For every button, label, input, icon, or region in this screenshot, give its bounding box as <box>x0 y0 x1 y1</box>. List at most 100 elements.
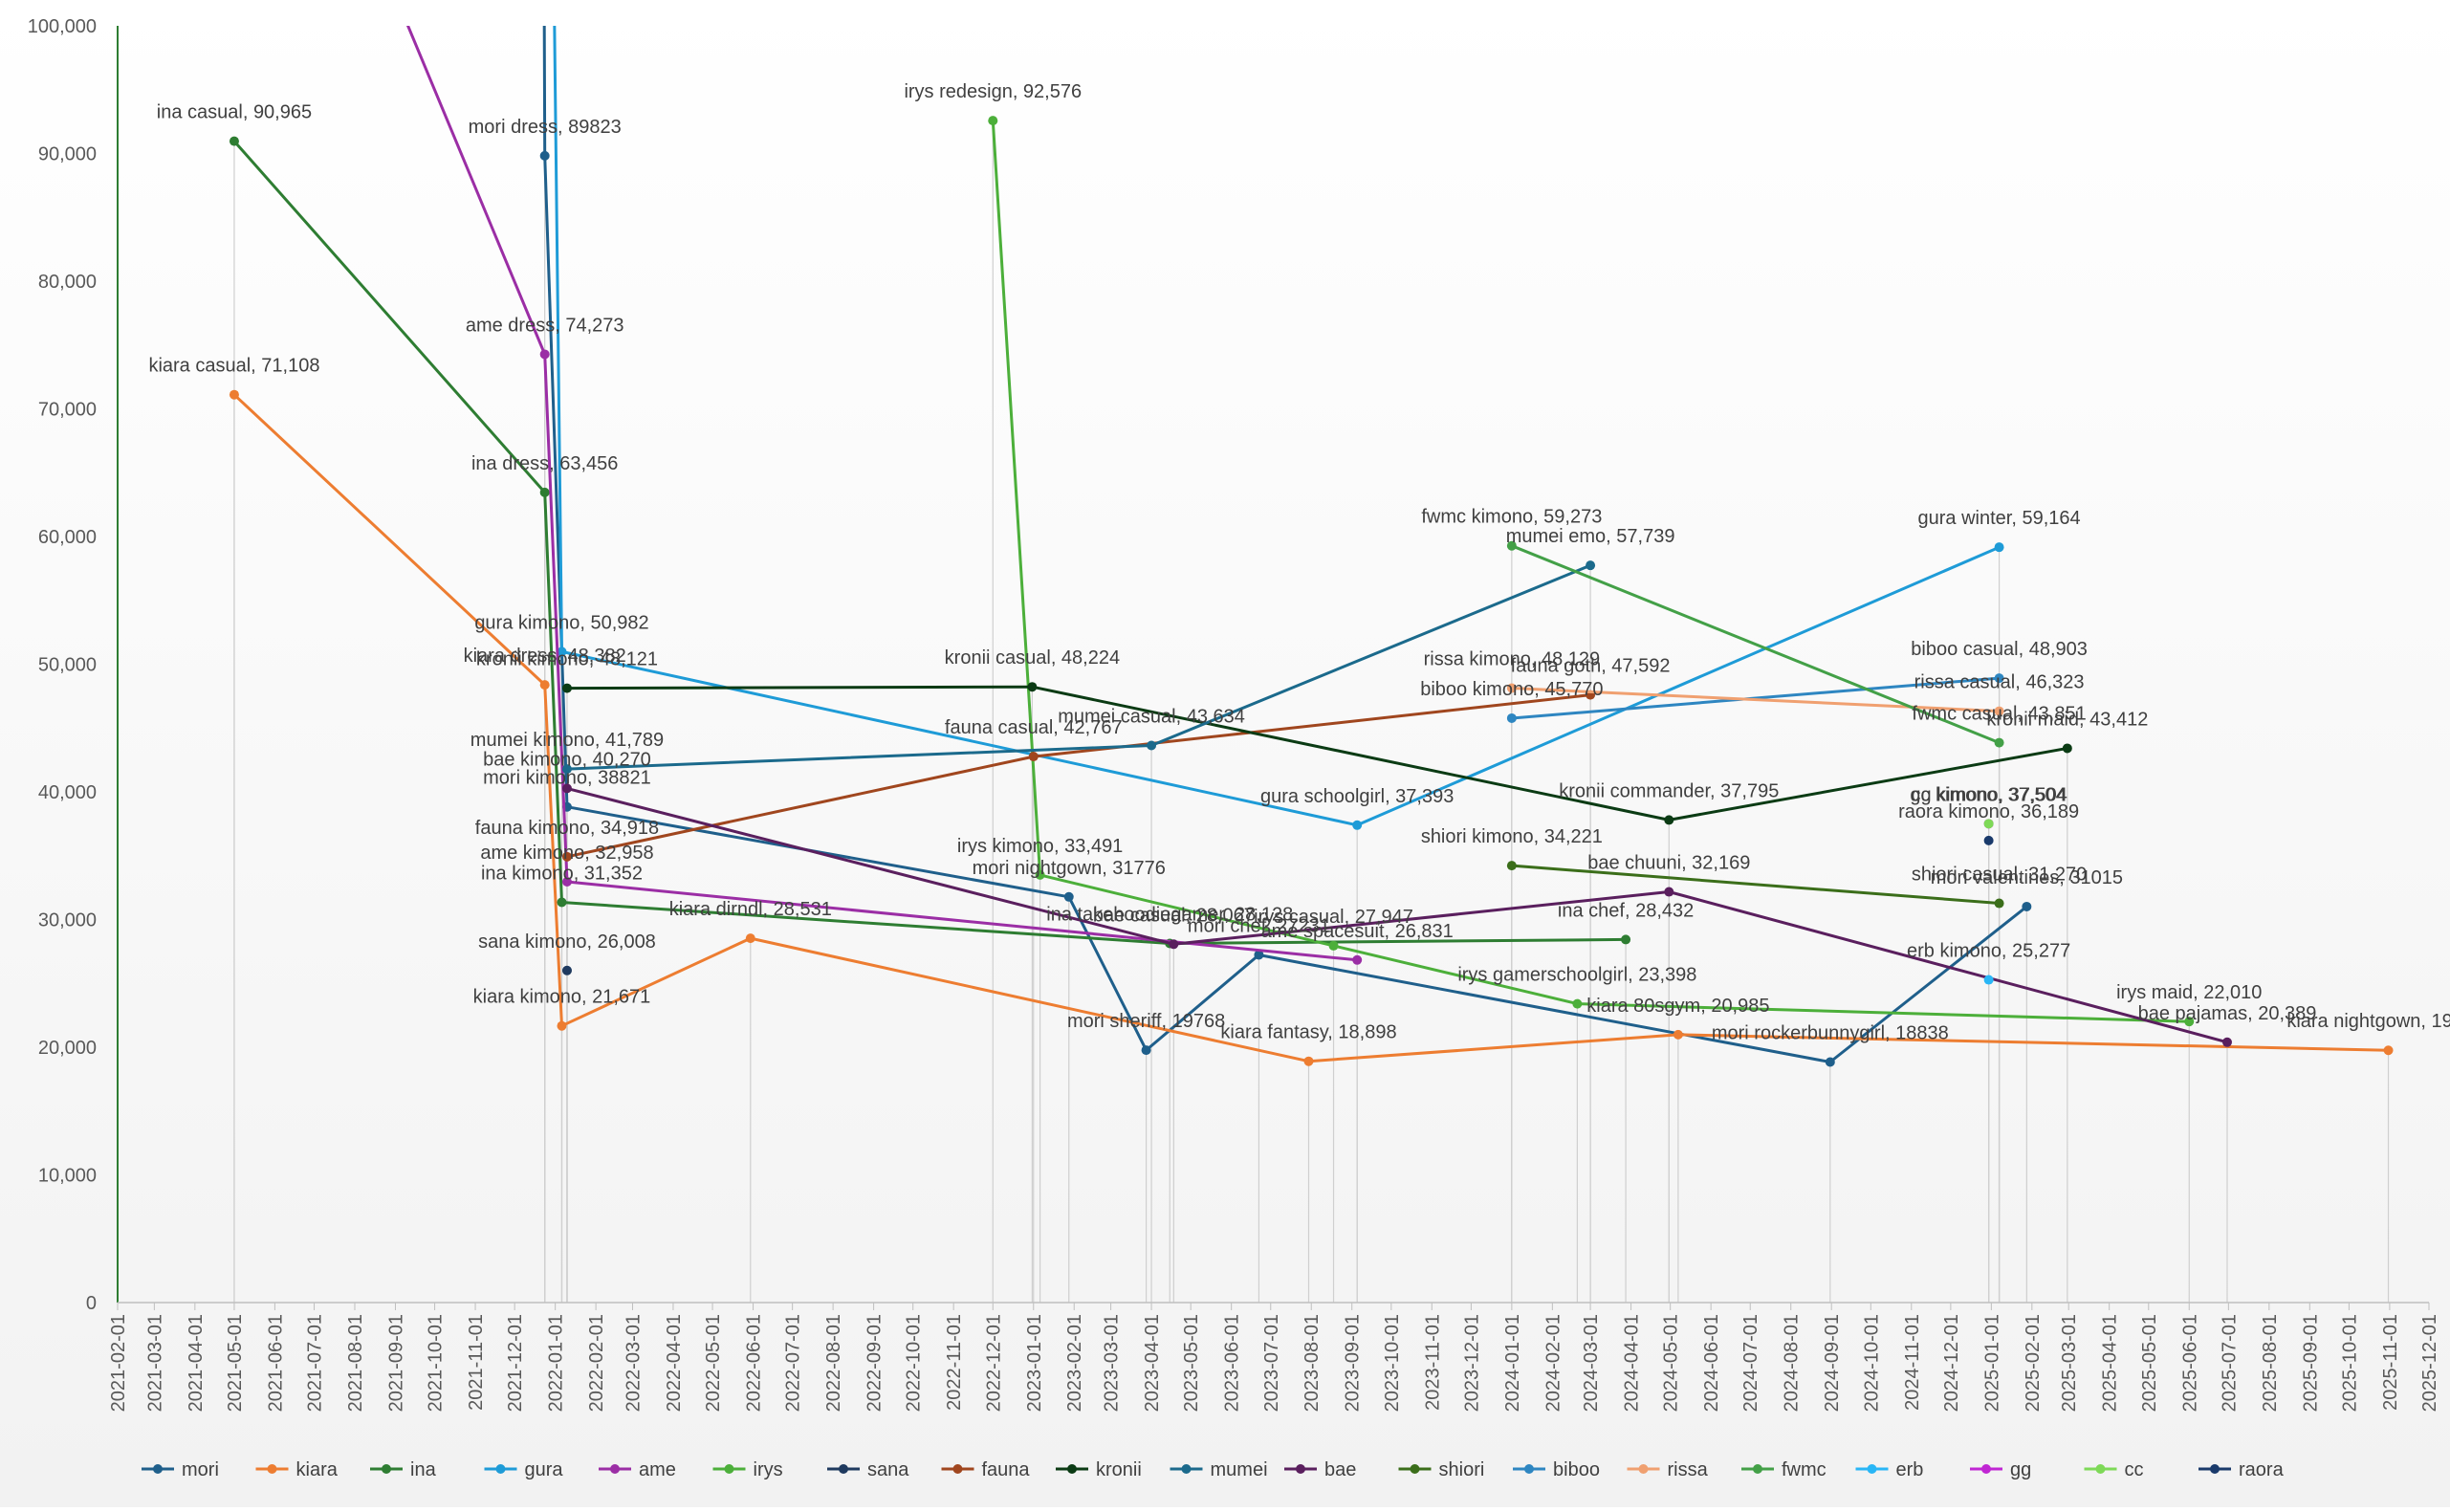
x-tick-label: 2025-09-01 <box>2300 1314 2321 1412</box>
legend-swatch-marker <box>1181 1464 1192 1474</box>
series-line-mori <box>542 26 2028 1063</box>
x-tick-label: 2023-03-01 <box>1102 1314 1123 1412</box>
x-tick-label: 2024-01-01 <box>1502 1314 1523 1412</box>
data-point <box>1664 815 1674 825</box>
x-tick-label: 2024-10-01 <box>1861 1314 1882 1412</box>
legend-item-kiara: kiara <box>255 1459 339 1480</box>
y-tick-label: 90,000 <box>38 144 97 165</box>
series-gura <box>553 26 2004 830</box>
data-point <box>2184 1017 2195 1027</box>
data-label: mori rockerbunnygirl, 18838 <box>1712 1023 1949 1044</box>
data-label: ina takehoodiegamer, 28,128 <box>1046 904 1293 925</box>
legend-item-biboo: biboo <box>1513 1459 1600 1480</box>
x-tick-label: 2022-03-01 <box>623 1314 644 1412</box>
legend-swatch-marker <box>1981 1464 1991 1474</box>
data-label: irys kimono, 33,491 <box>957 836 1123 857</box>
series-raora <box>1983 835 1994 845</box>
legend-swatch-marker <box>839 1464 848 1474</box>
data-point <box>1027 682 1038 692</box>
data-point <box>1303 1056 1314 1066</box>
data-label: irys maid, 22,010 <box>2116 982 2262 1003</box>
series-line-ame <box>405 26 1358 962</box>
data-point <box>1506 540 1517 551</box>
series-line-kronii <box>566 685 2068 822</box>
legend-label: bae <box>1324 1459 1356 1480</box>
data-label: kiara kimono, 21,671 <box>473 987 651 1008</box>
series-rissa <box>1506 683 2004 716</box>
x-tick-label: 2024-03-01 <box>1581 1314 1602 1412</box>
data-point <box>1586 560 1596 571</box>
x-tick-label: 2025-07-01 <box>2219 1314 2240 1412</box>
data-point <box>988 116 998 126</box>
data-point <box>1673 1029 1683 1040</box>
legend-swatch-marker <box>952 1464 963 1474</box>
x-tick-label: 2024-02-01 <box>1542 1314 1564 1412</box>
data-label: bae pajamas, 20,389 <box>2138 1003 2317 1024</box>
data-label: shiori casual, 31,270 <box>1912 865 2087 886</box>
data-label: rissa casual, 46,323 <box>1914 672 2085 693</box>
data-label: gura winter, 59,164 <box>1918 508 2081 529</box>
data-point <box>539 349 550 360</box>
data-label: gura kimono, 50,982 <box>474 612 648 633</box>
legend-label: cc <box>2125 1459 2144 1480</box>
x-tick-label: 2021-05-01 <box>225 1314 246 1412</box>
legend-item-shiori: shiori <box>1398 1459 1484 1480</box>
x-tick-label: 2022-07-01 <box>783 1314 804 1412</box>
data-point <box>557 897 567 908</box>
legend-swatch-marker <box>610 1464 620 1474</box>
legend-item-mumei: mumei <box>1170 1459 1268 1480</box>
data-label: erb kimono, 25,277 <box>1907 941 2070 962</box>
data-point <box>1352 954 1363 965</box>
x-tick-label: 2023-02-01 <box>1064 1314 1085 1412</box>
x-tick-label: 2021-03-01 <box>144 1314 165 1412</box>
data-label: ina chef, 28,432 <box>1558 900 1694 921</box>
data-label: irys casual, 27,947 <box>1254 907 1413 928</box>
x-tick-label: 2022-11-01 <box>944 1314 965 1411</box>
data-point <box>1983 975 1994 985</box>
data-point <box>561 851 572 862</box>
data-point <box>1352 820 1363 830</box>
data-label: irys gamerschoolgirl, 23,398 <box>1457 965 1696 986</box>
data-label: fauna casual, 42,767 <box>945 717 1123 738</box>
data-label: fauna kimono, 34,918 <box>475 818 659 839</box>
data-point <box>1664 887 1674 897</box>
series-line-fwmc <box>1511 544 2001 744</box>
legend-label: kronii <box>1096 1459 1142 1480</box>
data-label: kronii casual, 48,224 <box>945 647 1120 668</box>
legend-item-gura: gura <box>484 1459 564 1480</box>
legend-swatch-marker <box>1410 1464 1420 1474</box>
x-tick-label: 2025-02-01 <box>2023 1314 2044 1412</box>
x-tick-label: 2025-01-01 <box>1981 1314 2002 1412</box>
legend-swatch-marker <box>1524 1464 1534 1474</box>
x-tick-label: 2024-04-01 <box>1622 1314 1643 1412</box>
data-point <box>1506 683 1517 693</box>
legend-item-fwmc: fwmc <box>1741 1459 1827 1480</box>
x-tick-label: 2025-04-01 <box>2100 1314 2121 1412</box>
data-point <box>1028 752 1039 762</box>
series-mori <box>539 26 2032 1067</box>
data-label: mori chef, 27231 <box>1188 915 1330 936</box>
legend-item-ina: ina <box>370 1459 437 1480</box>
series-cc <box>1983 819 1994 829</box>
x-tick-label: 2024-06-01 <box>1701 1314 1722 1412</box>
series-line-shiori <box>1511 864 2000 905</box>
data-point <box>1328 940 1339 951</box>
legend-item-rissa: rissa <box>1627 1459 1709 1480</box>
series-ame <box>405 26 1363 965</box>
x-tick-label: 2024-08-01 <box>1782 1314 1803 1412</box>
data-label: kiara dress, 48,382 <box>464 646 626 667</box>
x-tick-label: 2022-02-01 <box>586 1314 607 1412</box>
data-label: mori dress, 89823 <box>469 117 622 138</box>
legend-label: mumei <box>1211 1459 1268 1480</box>
y-tick-label: 100,000 <box>28 16 97 37</box>
series-fwmc <box>1506 540 2004 748</box>
x-tick-label: 2025-06-01 <box>2179 1314 2200 1412</box>
data-label: bae casual, 28,067 <box>1093 905 1255 926</box>
data-label: ame spacesuit, 26,831 <box>1261 921 1454 942</box>
legend-label: gura <box>525 1459 564 1480</box>
legend-swatch-marker <box>2210 1464 2220 1474</box>
series-kiara <box>229 389 2394 1066</box>
x-tick-label: 2021-07-01 <box>305 1314 326 1412</box>
